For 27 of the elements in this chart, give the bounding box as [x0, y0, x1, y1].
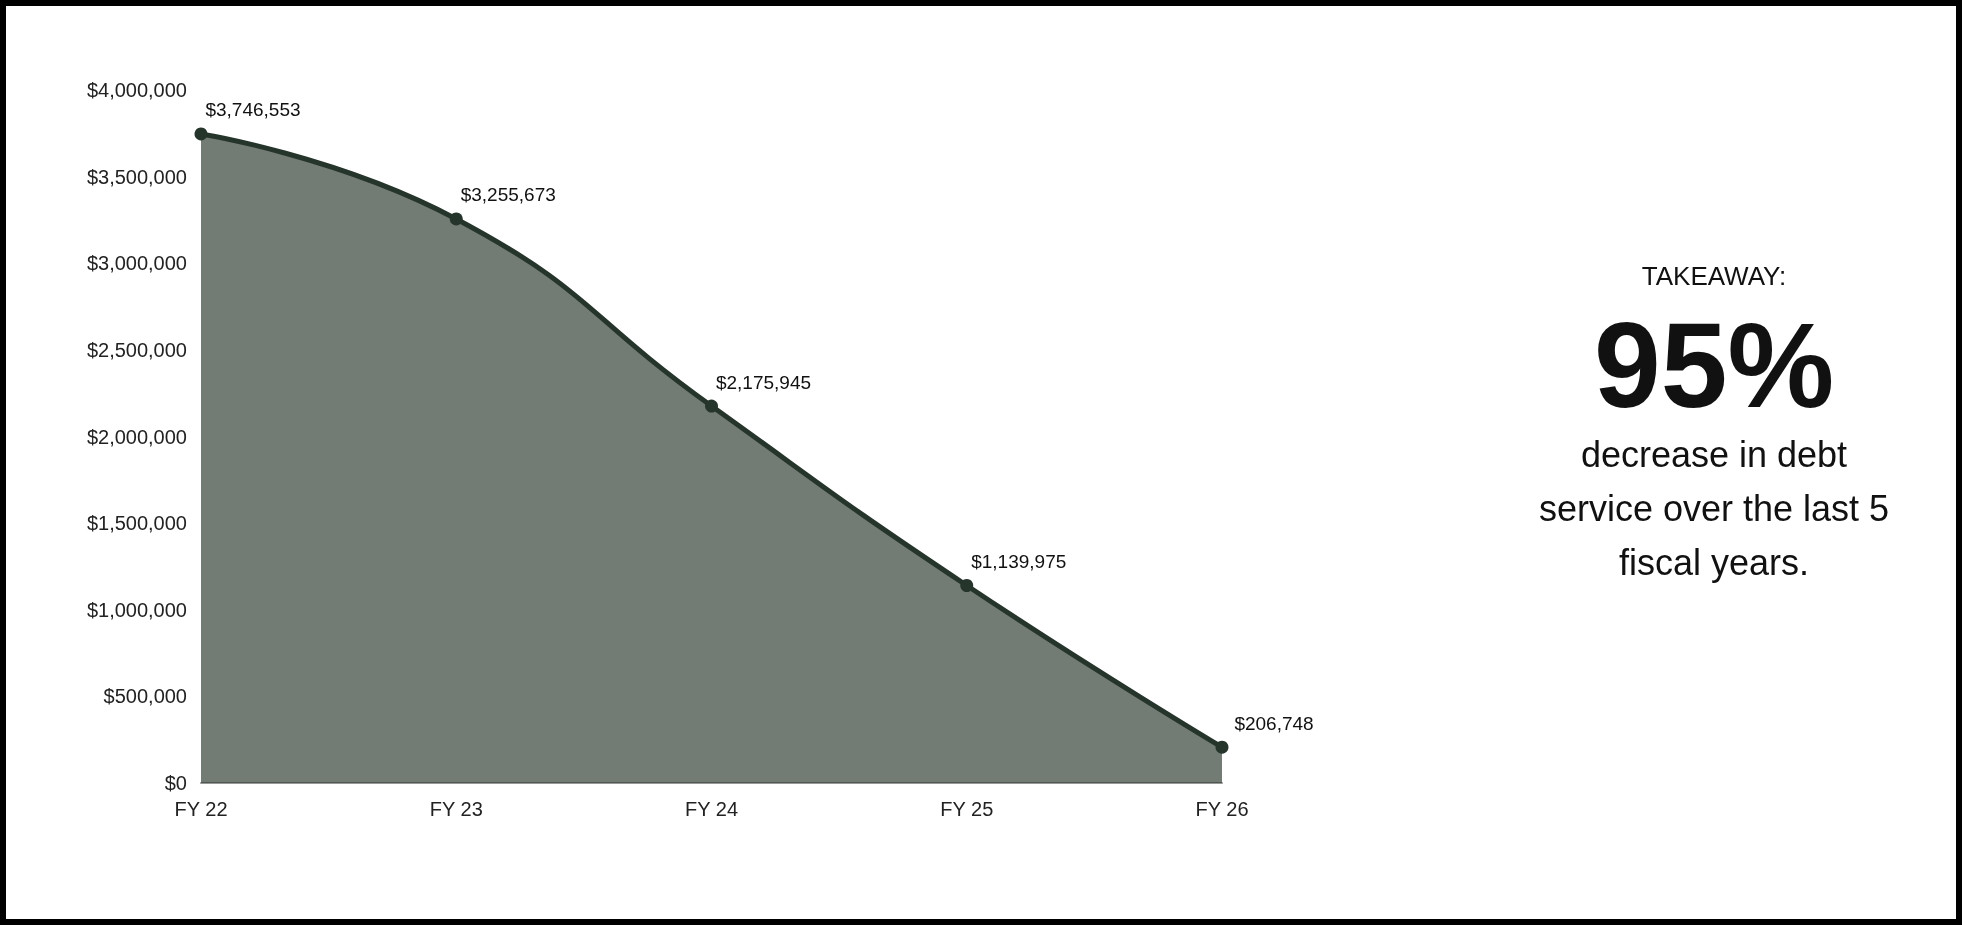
y-tick-label: $2,500,000 [86, 338, 187, 361]
x-tick-label: FY 26 [1195, 798, 1249, 820]
y-tick-label: $3,500,000 [86, 165, 187, 188]
x-tick-label: FY 22 [174, 798, 228, 820]
y-tick-label: $0 [164, 772, 187, 794]
data-label: $206,748 [1234, 712, 1314, 734]
y-tick-label: $2,000,000 [86, 425, 187, 448]
data-label: $1,139,975 [971, 551, 1067, 572]
data-label: $3,255,673 [460, 184, 556, 206]
text: decrease in debt service over the last 5 fiscal years. [1538, 434, 1890, 583]
y-tick-label: $3,000,000 [86, 252, 187, 275]
x-tick-label: FY 25 [940, 798, 994, 820]
text: 95% [1592, 298, 1836, 432]
point [1215, 740, 1229, 754]
point [449, 212, 463, 226]
point [194, 127, 208, 141]
text: TAKEAWAY: [1640, 261, 1788, 292]
y-tick-label: $1,500,000 [86, 512, 187, 535]
x-tick-label: FY 24 [685, 798, 738, 820]
point [960, 579, 974, 592]
y-tick-label: $4,000,000 [86, 79, 187, 101]
point [705, 399, 718, 413]
y-tick-label: $1,000,000 [86, 598, 187, 621]
data-label: $2,175,945 [715, 371, 812, 393]
y-tick-label: $500,000 [103, 685, 187, 708]
x-tick-label: FY 23 [429, 798, 483, 820]
data-label: $3,746,553 [205, 99, 301, 121]
